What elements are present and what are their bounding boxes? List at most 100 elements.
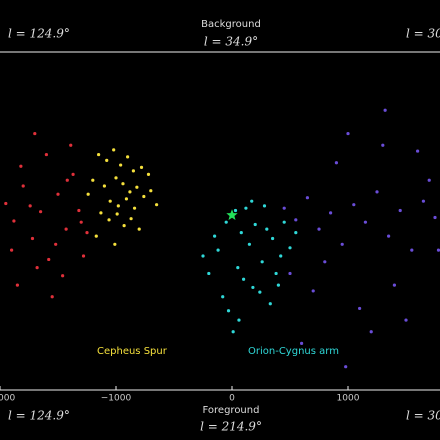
star-point: [116, 204, 120, 208]
star-point: [107, 218, 111, 222]
top-right: l = 304.9°: [406, 27, 440, 41]
star-point: [433, 215, 437, 220]
star-point: [124, 197, 129, 201]
star-point: [113, 242, 117, 246]
star-point: [294, 218, 298, 222]
star-point: [102, 184, 107, 188]
star-point: [279, 254, 283, 258]
star-point: [91, 178, 95, 182]
star-point: [288, 246, 292, 250]
star-point: [282, 220, 286, 224]
star-point: [94, 234, 98, 238]
star-point: [135, 185, 139, 189]
star-point: [334, 161, 339, 165]
star-point: [44, 152, 49, 157]
x-tick-label: −1000: [101, 394, 132, 404]
star-point: [250, 199, 254, 203]
star-point: [69, 143, 73, 147]
star-point: [244, 206, 248, 210]
star-point: [416, 149, 420, 153]
star-point: [317, 227, 321, 231]
x-tick-label: 0: [229, 394, 235, 404]
star-point: [305, 196, 310, 200]
star-point: [253, 222, 257, 227]
star-point: [39, 210, 43, 214]
star-point: [258, 290, 262, 294]
star-point: [344, 365, 348, 369]
star-point: [61, 274, 65, 278]
star-point: [139, 165, 144, 169]
star-point: [129, 217, 133, 221]
star-point: [155, 203, 159, 207]
star-point: [251, 285, 255, 290]
star-point: [126, 155, 130, 159]
star-point: [213, 234, 217, 238]
star-point: [274, 271, 278, 276]
star-point: [81, 254, 86, 258]
star-point: [383, 108, 387, 112]
star-point: [30, 236, 35, 241]
star-point: [146, 172, 151, 176]
star-point: [392, 283, 397, 287]
star-point: [71, 172, 75, 176]
star-point: [236, 266, 240, 270]
star-point: [375, 190, 379, 194]
star-point: [47, 257, 51, 262]
star-point: [216, 248, 220, 252]
star-point: [221, 295, 225, 299]
top-left: l = 124.9°: [8, 27, 70, 41]
star-point: [54, 242, 58, 246]
star-point: [352, 203, 356, 207]
star-point: [231, 330, 235, 334]
x-tick-label: 1000: [337, 394, 360, 404]
plot-area: [4, 108, 440, 369]
star-point: [398, 208, 402, 213]
bottom-right: l = 304.9°: [406, 409, 440, 423]
star-point: [112, 148, 116, 152]
star-point: [288, 271, 292, 276]
star-point: [300, 341, 304, 345]
star-point: [115, 212, 119, 216]
star-point: [340, 242, 344, 246]
star-point: [237, 318, 241, 322]
star-point: [323, 260, 327, 264]
star-point: [85, 231, 89, 235]
star-point: [149, 189, 153, 193]
star-point: [33, 131, 37, 136]
star-point: [19, 164, 23, 168]
star-point: [64, 227, 68, 231]
star-point: [436, 248, 440, 252]
star-point: [427, 178, 431, 182]
star-point: [311, 289, 315, 293]
annotation: Orion-Cygnus arm: [248, 346, 339, 357]
star-point: [201, 254, 205, 258]
star-point: [265, 227, 269, 231]
star-point: [346, 131, 350, 136]
star-point: [114, 176, 118, 180]
star-point: [276, 283, 281, 287]
star-point: [119, 163, 123, 167]
star-point: [137, 227, 141, 231]
star-point: [35, 266, 39, 270]
star-point: [369, 330, 373, 334]
star-point: [56, 192, 60, 196]
star-point: [4, 201, 8, 206]
star-point: [50, 295, 54, 299]
star-point: [226, 309, 231, 313]
star-marker: [226, 209, 238, 220]
star-point: [421, 199, 426, 203]
bottom-center: l = 214.9°: [200, 420, 262, 434]
star-point: [121, 182, 125, 186]
star-point: [12, 219, 16, 223]
star-point: [224, 220, 228, 224]
star-point: [108, 199, 112, 203]
star-point: [207, 271, 211, 276]
star-point: [233, 208, 238, 213]
star-point: [132, 206, 137, 210]
top-center: l = 34.9°: [204, 35, 258, 49]
star-point: [15, 283, 20, 287]
star-point: [122, 224, 126, 228]
star-point: [97, 152, 101, 157]
star-point: [329, 211, 333, 215]
